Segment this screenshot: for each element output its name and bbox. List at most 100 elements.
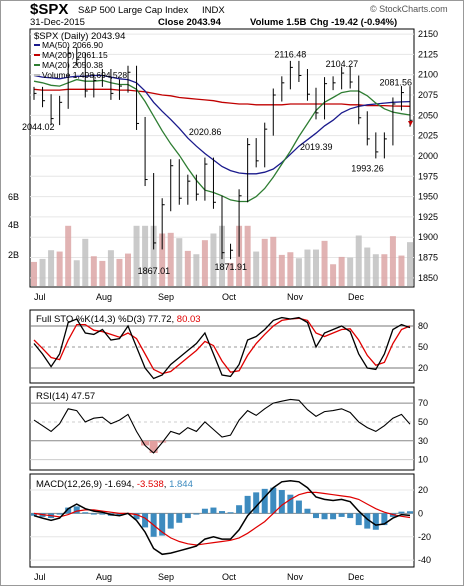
volume-bar	[116, 258, 123, 286]
price-y-tick: 1850	[418, 273, 438, 283]
volume-bar	[313, 249, 319, 286]
volume-bar	[304, 249, 311, 286]
macd-title: MACD(12,26,9) -1.694, -3.538, 1.844	[36, 479, 193, 490]
macd-histogram-bar	[304, 508, 311, 514]
macd-histogram-bar	[313, 513, 319, 519]
volume-bar	[99, 260, 106, 286]
volume-bar	[90, 256, 97, 286]
macd-histogram-bar	[99, 513, 106, 515]
macd-histogram-bar	[116, 513, 123, 516]
volume-bar	[201, 240, 208, 286]
volume-bar	[407, 242, 413, 286]
macd-histogram-bar	[31, 513, 37, 516]
macd-histogram-bar	[133, 513, 140, 520]
x-tick-label: Dec	[348, 292, 365, 302]
sto-y-tick: 20	[418, 363, 428, 373]
macd-sep: ,	[164, 479, 169, 490]
volume-bar	[142, 225, 149, 286]
price-annotation: 2116.48	[274, 49, 306, 59]
legend-entry: MA(50) 2066.90	[42, 40, 103, 50]
legend-entry: Volume 1,498,694,528	[42, 70, 127, 80]
x-tick-label: Sep	[158, 292, 174, 302]
volume-bar	[150, 225, 157, 286]
macd-histogram-bar	[176, 513, 183, 523]
volume-bar	[73, 260, 80, 286]
price-y-tick: 1925	[418, 212, 438, 222]
volume-bar	[48, 250, 55, 286]
volume-bar	[398, 255, 405, 286]
volume-tick: 2B	[8, 250, 19, 260]
macd-line	[33, 479, 411, 556]
volume-bar	[261, 238, 268, 286]
x-tick-label: Aug	[96, 292, 112, 302]
volume-bar	[295, 258, 302, 286]
macd-histogram-bar	[90, 513, 97, 515]
volume-bar	[184, 250, 191, 286]
volume-tick: 4B	[8, 220, 19, 230]
volume-bar	[82, 238, 89, 286]
macd-panel-frame	[29, 473, 415, 568]
symbol-label: $SPX	[30, 1, 68, 18]
macd-histogram-bar	[193, 513, 200, 515]
macd-histogram-bar	[167, 513, 174, 529]
macd-histogram-bar	[159, 513, 166, 536]
x-tick-label: Jul	[34, 572, 46, 582]
price-annotation: 1867.01	[138, 266, 171, 276]
ma50-line	[33, 74, 411, 175]
volume-label: Volume 1.5B	[250, 17, 306, 28]
price-panel-title: $SPX (Daily) 2043.94	[34, 31, 125, 42]
sto-d-value: 80.03	[177, 314, 201, 325]
macd-histogram-bar	[372, 513, 379, 530]
macd-histogram-bar	[261, 488, 268, 514]
macd-histogram-bar	[236, 505, 243, 514]
volume-bar	[167, 232, 174, 286]
rsi-y-tick: 70	[418, 398, 428, 408]
volume-bar	[227, 262, 234, 286]
macd-y-tick: -20	[418, 532, 431, 542]
price-panel: 2044.02 2020.86 1867.01 1871.91 2116.48 2104.…	[8, 28, 438, 288]
rsi-oversold-fill	[149, 440, 158, 453]
price-annotation: 2019.39	[300, 142, 333, 152]
rsi-line	[33, 398, 411, 454]
volume-tick: 6B	[8, 192, 19, 202]
macd-histogram-bar	[184, 513, 191, 519]
legend-entry: MA(200) 2061.15	[42, 50, 108, 60]
index-name: S&P 500 Large Cap Index	[78, 5, 188, 16]
macd-histogram-bar	[287, 494, 294, 514]
macd-y-tick: -40	[418, 555, 431, 565]
rsi-panel: 10 30 50 70 RSI(14) 47.57	[29, 386, 428, 471]
sto-y-tick: 50	[418, 342, 428, 352]
rsi-oversold-fill	[158, 440, 167, 443]
exchange-label: INDX	[202, 5, 225, 16]
volume-bar	[176, 238, 183, 286]
rsi-y-tick: 10	[418, 455, 428, 465]
macd-hist-value: 1.844	[169, 479, 193, 490]
volume-bar	[65, 225, 72, 286]
volume-bar	[125, 253, 131, 286]
volume-bar	[278, 254, 285, 286]
price-y-tick: 2025	[418, 131, 438, 141]
volume-bar	[159, 233, 166, 286]
macd-histogram-bar	[338, 513, 345, 517]
volume-bar	[355, 235, 362, 286]
volume-bar	[270, 236, 277, 286]
rsi-title: RSI(14) 47.57	[36, 391, 95, 402]
volume-bar	[364, 247, 371, 286]
price-annotation: 2081.56	[379, 78, 412, 88]
macd-histogram-bar	[355, 513, 362, 526]
x-tick-label: Sep	[158, 572, 174, 582]
rsi-panel-frame	[29, 386, 415, 471]
macd-histogram-bar	[347, 513, 354, 519]
price-y-tick: 2125	[418, 49, 438, 59]
macd-title-main: MACD(12,26,9) -1.694,	[36, 479, 137, 490]
macd-histogram-bar	[364, 513, 371, 529]
price-y-tick: 1900	[418, 232, 438, 242]
macd-signal-line	[33, 491, 411, 546]
price-y-tick: 2150	[418, 29, 438, 39]
price-y-tick: 2000	[418, 151, 438, 161]
volume-bar	[244, 225, 251, 286]
volume-bar	[210, 233, 217, 286]
price-y-tick: 2075	[418, 90, 438, 100]
ma200-line	[33, 88, 411, 107]
macd-panel: -40 -20 0 20 MACD(12,26,9) -1.694, -3.538, …	[29, 473, 431, 568]
